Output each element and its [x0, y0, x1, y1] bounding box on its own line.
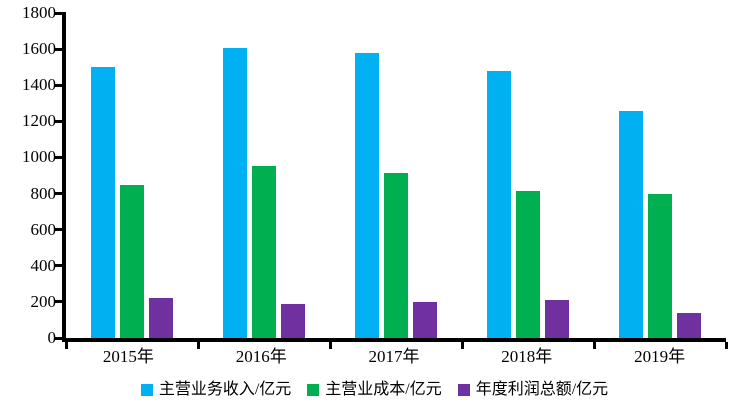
y-axis-tick [55, 47, 66, 51]
y-axis-tick-label: 1600 [22, 39, 56, 59]
bar-profit-2016年 [281, 303, 305, 338]
bar-profit-2015年 [149, 298, 173, 338]
bar-cost-2018年 [516, 190, 540, 338]
y-axis-tick [55, 300, 66, 304]
legend-marker-profit [457, 384, 470, 396]
x-axis-label-2018年: 2018年 [501, 347, 553, 366]
x-axis-tick [196, 342, 200, 349]
bar-group-2017年 [330, 13, 462, 338]
y-axis-tick [55, 11, 66, 15]
legend-item-cost: 主营业成本/亿元 [307, 381, 442, 399]
bar-profit-2017年 [413, 301, 437, 338]
legend-marker-cost [307, 384, 320, 396]
legend-label-profit: 年度利润总额/亿元 [475, 381, 609, 398]
bar-revenue-2015年 [91, 67, 115, 338]
y-axis-tick [55, 155, 66, 159]
legend-label-cost: 主营业成本/亿元 [325, 381, 442, 398]
bar-revenue-2016年 [223, 48, 247, 338]
legend-label-revenue: 主营业务收入/亿元 [158, 381, 292, 398]
x-axis-tick [592, 342, 596, 349]
bar-revenue-2019年 [619, 110, 643, 338]
y-axis-tick-label: 1800 [22, 3, 56, 22]
x-axis-tick [64, 342, 68, 349]
x-axis-tick [328, 342, 332, 349]
y-axis-tick-label: 800 [30, 183, 57, 203]
y-axis-tick [55, 264, 66, 268]
x-axis-label-2017年: 2017年 [368, 347, 420, 366]
bar-cost-2017年 [384, 172, 408, 338]
plot-area: 0 200 400 600 800 1000 1200 1400 1600 1800 [22, 4, 728, 349]
x-axis-label-2016年: 2016年 [235, 347, 287, 366]
legend-item-profit: 年度利润总额/亿元 [457, 381, 609, 399]
y-axis-tick-label: 1000 [22, 147, 56, 167]
x-axis-tick [724, 342, 728, 349]
bar-group-2016年 [198, 13, 330, 338]
bar-profit-2018年 [545, 300, 569, 338]
bar-cost-2019年 [648, 193, 672, 338]
y-axis-tick-label: 0 [47, 328, 57, 347]
x-axis-tick [460, 342, 464, 349]
bar-cost-2016年 [252, 166, 276, 338]
bar-group-2015年 [66, 13, 198, 338]
y-axis-tick [55, 336, 66, 340]
y-axis-tick [55, 83, 66, 87]
bar-profit-2019年 [677, 312, 701, 338]
bar-revenue-2018年 [487, 70, 511, 338]
y-axis-tick-label: 1400 [22, 75, 56, 95]
bar-group-2018年 [462, 13, 594, 338]
bars-layer [66, 13, 726, 338]
y-axis-tick [55, 119, 66, 123]
legend-item-revenue: 主营业务收入/亿元 [140, 381, 292, 399]
bar-cost-2015年 [120, 184, 144, 338]
bar-group-2019年 [594, 13, 726, 338]
y-axis-tick-label: 1200 [22, 111, 56, 131]
y-axis-tick-label: 200 [30, 291, 57, 311]
x-axis-label-2019年: 2019年 [634, 347, 686, 366]
legend: 主营业务收入/亿元 主营业成本/亿元 年度利润总额/亿元 [0, 381, 749, 399]
bar-revenue-2017年 [355, 52, 379, 338]
x-axis-labels: 2015年 2016年 2017年 2018年 2019年 [62, 348, 726, 366]
y-axis-tick-label: 600 [30, 219, 57, 239]
x-axis-label-2015年: 2015年 [102, 347, 154, 366]
legend-marker-revenue [140, 384, 153, 396]
y-axis-tick [55, 228, 66, 232]
y-axis-tick [55, 192, 66, 196]
y-axis-tick-label: 400 [30, 255, 57, 275]
